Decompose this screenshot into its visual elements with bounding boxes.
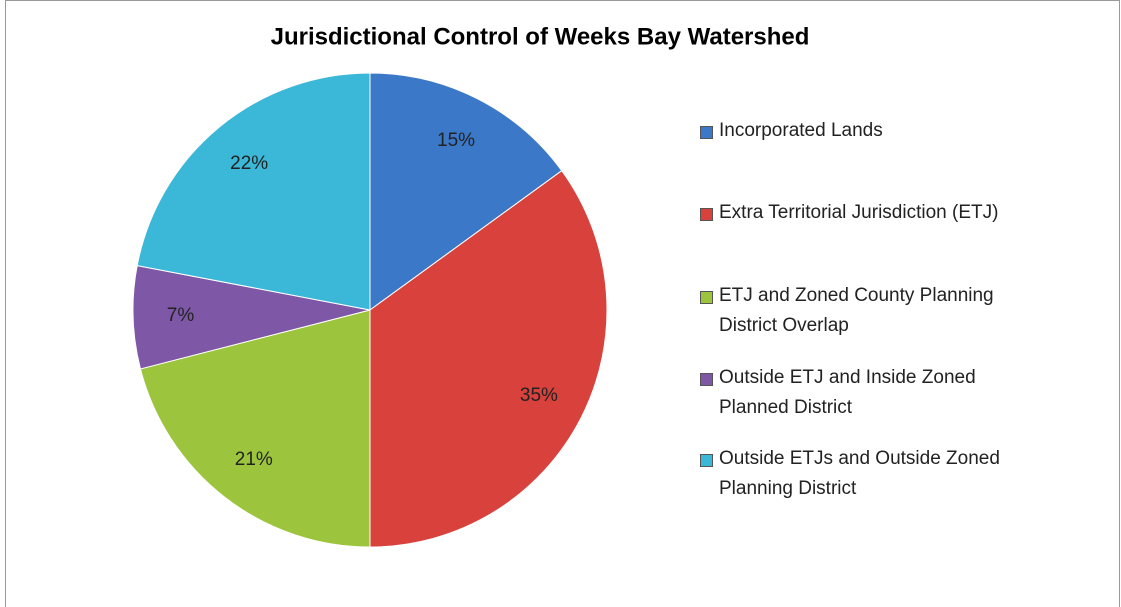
legend-swatch [700,373,713,386]
data-label: 21% [235,449,273,470]
legend-label: ETJ and Zoned County Planning District O… [719,285,994,336]
pie-slice [136,72,371,311]
data-label: 22% [230,153,268,174]
pie-slice [139,309,371,548]
data-label: 35% [520,385,558,406]
legend-item: Outside ETJ and Inside Zoned Planned Dis… [700,363,1040,423]
pie-slice [369,169,608,548]
legend-item: Extra Territorial Jurisdiction (ETJ) [700,198,1040,228]
legend-swatch [700,208,713,221]
legend-item: Outside ETJs and Outside Zoned Planning … [700,444,1040,504]
legend-label: Extra Territorial Jurisdiction (ETJ) [719,202,999,223]
chart-border [5,0,1120,607]
legend-label: Incorporated Lands [719,120,883,141]
legend-item: Incorporated Lands [700,116,1040,146]
legend-swatch [700,454,713,467]
pie-slice [369,72,563,311]
legend-swatch [700,291,713,304]
legend-label: Outside ETJs and Outside Zoned Planning … [719,448,1000,499]
data-label: 15% [437,130,475,151]
legend-swatch [700,126,713,139]
legend-label: Outside ETJ and Inside Zoned Planned Dis… [719,367,976,418]
pie-slice [132,265,371,370]
data-label: 7% [167,305,195,326]
legend-item: ETJ and Zoned County Planning District O… [700,281,1040,341]
chart-title: Jurisdictional Control of Weeks Bay Wate… [271,23,810,50]
